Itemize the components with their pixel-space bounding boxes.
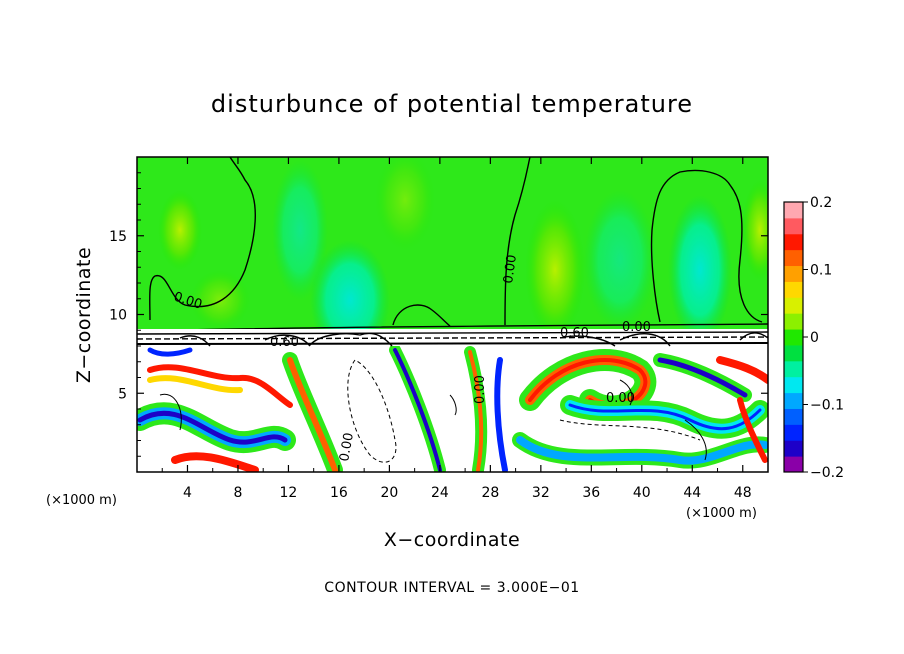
x-axis: 4 8 12 16 20 24 28 32 36 40 44 48 [161, 157, 752, 501]
x-tick-label: 48 [734, 485, 752, 501]
upper-blob [375, 157, 435, 250]
contour-line [650, 169, 763, 323]
x-tick-label: 20 [380, 485, 398, 501]
x-tick-label: 28 [481, 485, 499, 501]
lower-contours [159, 359, 707, 463]
contour-label: 0.00 [473, 375, 488, 404]
colorbar-swatch [784, 313, 803, 330]
x-tick-label: 40 [633, 485, 651, 501]
x-axis-label: X−coordinate [384, 529, 520, 551]
colorbar-swatch [784, 265, 803, 282]
colorbar-swatch [784, 440, 803, 457]
contour-label-group: 0.00 0.00 0.00 0.60 0.00 0.00 0.00 0.60 [172, 254, 651, 463]
contour-label: 0.00 [337, 432, 357, 463]
contour-interval-caption: CONTOUR INTERVAL = 3.000E−01 [324, 580, 579, 596]
colorbar-tick-label: 0 [810, 330, 819, 346]
upper-blob [525, 200, 585, 340]
colorbar-swatch [784, 217, 803, 235]
colorbar-swatch [784, 202, 803, 219]
colorbar-swatch [784, 344, 803, 362]
contour-label: 0.60 [270, 335, 299, 350]
colorbar-tick-label: 0.2 [810, 195, 832, 211]
contour-label: 0.00 [606, 391, 635, 406]
x-tick-label: 36 [582, 485, 600, 501]
x-tick-label: 24 [431, 485, 449, 501]
contour-line [149, 157, 256, 321]
upper-blob [190, 270, 250, 330]
x-tick-label: 12 [280, 485, 298, 501]
colorbar-tick-label: −0.1 [810, 398, 844, 414]
y-tick-label: 10 [109, 308, 127, 324]
colorbar-tick-label: 0.1 [810, 263, 832, 279]
x-tick-label: 8 [233, 485, 242, 501]
plot-area [137, 157, 768, 472]
upper-blob [584, 190, 656, 330]
colorbar-swatch [784, 392, 803, 409]
x-unit-right: (×1000 m) [686, 506, 757, 521]
contour-line [392, 304, 451, 327]
x-tick-label: 16 [330, 485, 348, 501]
x-tick-label: 32 [532, 485, 550, 501]
upper-blob [668, 195, 732, 345]
chart-title: disturbunce of potential temperature [211, 90, 693, 118]
x-tick-label: 44 [683, 485, 701, 501]
upper-blob [272, 160, 328, 300]
colorbar-swatch [784, 376, 803, 394]
contour-label: 0.60 [560, 326, 589, 341]
colorbar-swatch [784, 249, 803, 267]
colorbar-swatch [784, 281, 803, 298]
colorbar-swatch [784, 424, 803, 441]
contour-label: 0.00 [622, 320, 651, 335]
colorbar-swatch [784, 360, 803, 378]
y-tick-label: 5 [118, 386, 127, 402]
y-axis-label: Z−coordinate [73, 247, 95, 383]
transition-contours [137, 331, 768, 347]
y-tick-label: 15 [109, 229, 127, 245]
x-tick-label: 4 [183, 485, 192, 501]
colorbar-swatch [784, 233, 803, 251]
contour-line [504, 157, 531, 326]
lower-bands [137, 344, 768, 472]
colorbar [783, 201, 804, 473]
colorbar-swatch [784, 329, 803, 346]
colorbar-swatch [784, 456, 803, 473]
upper-blob [158, 190, 202, 270]
colorbar-tick-label: −0.2 [810, 465, 844, 481]
colorbar-swatch [784, 297, 803, 314]
colorbar-ticks: 0.2 0.1 0 −0.1 −0.2 [803, 195, 844, 481]
colorbar-swatch [784, 408, 803, 425]
y-axis: 5 10 15 [109, 172, 768, 457]
x-unit-left: (×1000 m) [46, 493, 117, 508]
contour-label: 0.00 [501, 254, 520, 285]
upper-blob [742, 180, 768, 280]
